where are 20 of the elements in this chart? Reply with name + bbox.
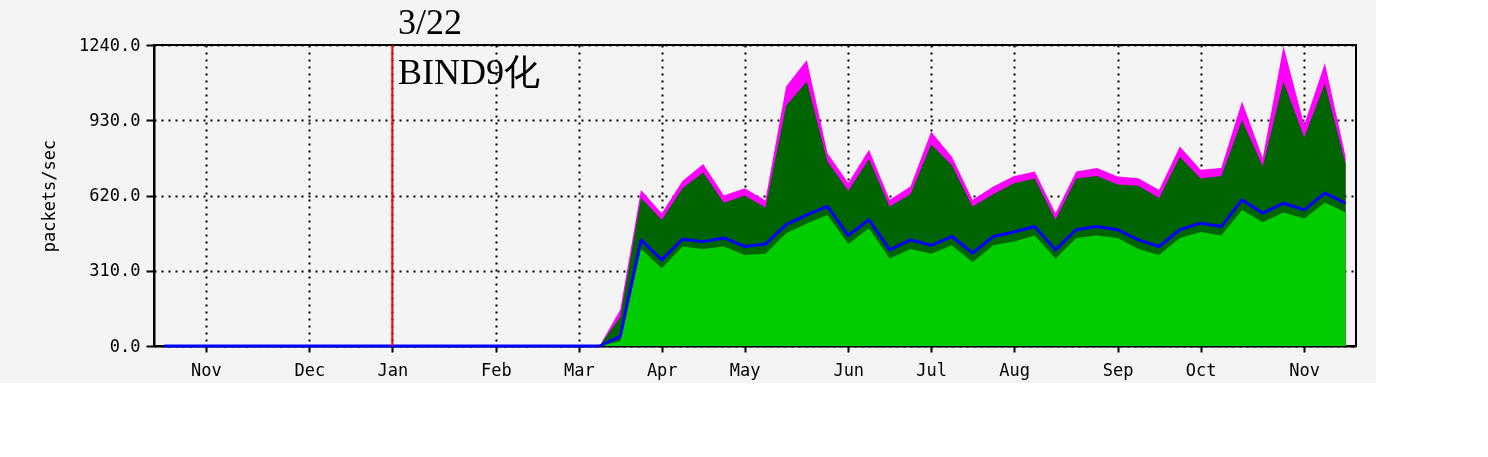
x-tick-label: Oct <box>1185 359 1217 380</box>
y-tick-label: 1240.0 <box>79 34 141 55</box>
x-tick-label: Nov <box>1289 359 1321 380</box>
x-tick-label: Feb <box>481 359 512 380</box>
x-tick-label: Jan <box>377 359 409 380</box>
x-tick-label: Sep <box>1102 359 1134 380</box>
x-tick-label: Dec <box>294 359 326 380</box>
y-tick-label: 0.0 <box>109 335 141 356</box>
x-tick-label: Nov <box>190 359 222 380</box>
x-tick-label: Aug <box>999 359 1030 380</box>
y-tick-label: 310.0 <box>89 260 141 281</box>
annotation: 3/22 BIND9化 <box>398 2 540 92</box>
x-tick-label: May <box>729 359 761 380</box>
x-tick-label: Mar <box>563 359 595 380</box>
x-tick-label: Apr <box>646 359 678 380</box>
y-tick-label: 620.0 <box>89 185 141 205</box>
x-tick-label: Jul <box>916 359 948 380</box>
y-axis-title: packets/sec <box>39 139 60 253</box>
y-tick-label: 930.0 <box>89 109 141 130</box>
x-tick-label: Jun <box>833 359 865 380</box>
